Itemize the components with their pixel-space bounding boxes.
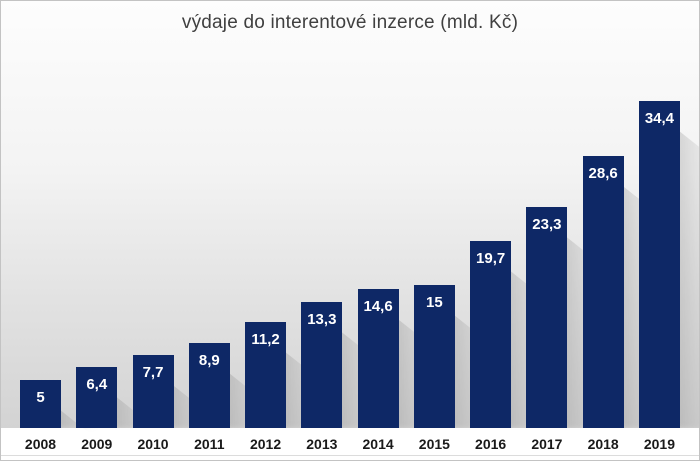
bar-group-2015: 15 2015 bbox=[413, 285, 492, 452]
x-axis-label: 2013 bbox=[306, 436, 338, 452]
bar-value-label: 23,3 bbox=[532, 216, 562, 233]
bar: 34,4 bbox=[638, 101, 680, 428]
bar-group-2014: 14,6 2014 bbox=[357, 289, 436, 452]
bar-value-label: 19,7 bbox=[476, 250, 506, 267]
bars-row: 5 2008 6,4 2009 7,7 2010 8,9 2011 11,2 2012 13,3 20… bbox=[1, 1, 699, 452]
bar-group-2008: 5 2008 bbox=[20, 380, 98, 452]
x-axis-label: 2010 bbox=[137, 436, 169, 452]
bar-value-label: 6,4 bbox=[86, 376, 108, 393]
bar-group-2009: 6,4 2009 bbox=[76, 367, 155, 452]
bar-group-2019: 34,4 2019 bbox=[638, 101, 699, 452]
bar: 8,9 bbox=[188, 343, 230, 428]
bar-value-label: 28,6 bbox=[588, 165, 618, 182]
bar: 15 bbox=[413, 285, 455, 428]
x-axis-label: 2011 bbox=[194, 436, 225, 452]
x-axis-label: 2018 bbox=[587, 436, 619, 452]
bar: 7,7 bbox=[132, 355, 174, 428]
bottom-rule bbox=[1, 455, 699, 456]
bar: 28,6 bbox=[582, 156, 624, 428]
x-axis-label: 2014 bbox=[362, 436, 394, 452]
x-axis-label: 2012 bbox=[249, 436, 282, 452]
bar-value-label: 14,6 bbox=[363, 298, 393, 315]
bar: 13,3 bbox=[301, 302, 343, 428]
x-axis-label: 2016 bbox=[475, 436, 507, 452]
bar: 23,3 bbox=[526, 207, 568, 428]
bar-group-2017: 23,3 2017 bbox=[526, 207, 605, 452]
bar-value-label: 34,4 bbox=[644, 110, 675, 127]
bar-group-2016: 19,7 2016 bbox=[470, 241, 549, 452]
bar: 11,2 bbox=[245, 322, 287, 428]
bar: 5 bbox=[20, 380, 61, 428]
bar-group-2011: 8,9 2011 bbox=[188, 343, 267, 452]
bar-group-2013: 13,3 2013 bbox=[301, 302, 380, 452]
bar: 6,4 bbox=[76, 367, 118, 428]
bar-value-label: 13,3 bbox=[307, 311, 337, 328]
x-axis-label: 2015 bbox=[418, 436, 450, 452]
bar: 19,7 bbox=[470, 241, 512, 428]
bar: 14,6 bbox=[357, 289, 399, 428]
bar-value-label: 5 bbox=[36, 389, 45, 406]
chart-title: výdaje do interentové inzerce (mld. Kč) bbox=[181, 12, 519, 33]
x-axis-label: 2019 bbox=[643, 436, 675, 452]
bar-group-2010: 7,7 2010 bbox=[132, 355, 211, 452]
bar-value-label: 11,2 bbox=[251, 331, 280, 348]
bar-group-2012: 11,2 2012 bbox=[245, 322, 324, 452]
x-axis-label: 2009 bbox=[81, 436, 113, 452]
x-axis-label: 2008 bbox=[24, 436, 57, 452]
bar-value-label: 7,7 bbox=[142, 364, 164, 381]
bar-value-label: 8,9 bbox=[198, 352, 220, 369]
bar-value-label: 15 bbox=[426, 294, 443, 311]
bar-group-2018: 28,6 2018 bbox=[582, 156, 661, 452]
x-axis-label: 2017 bbox=[531, 436, 563, 452]
